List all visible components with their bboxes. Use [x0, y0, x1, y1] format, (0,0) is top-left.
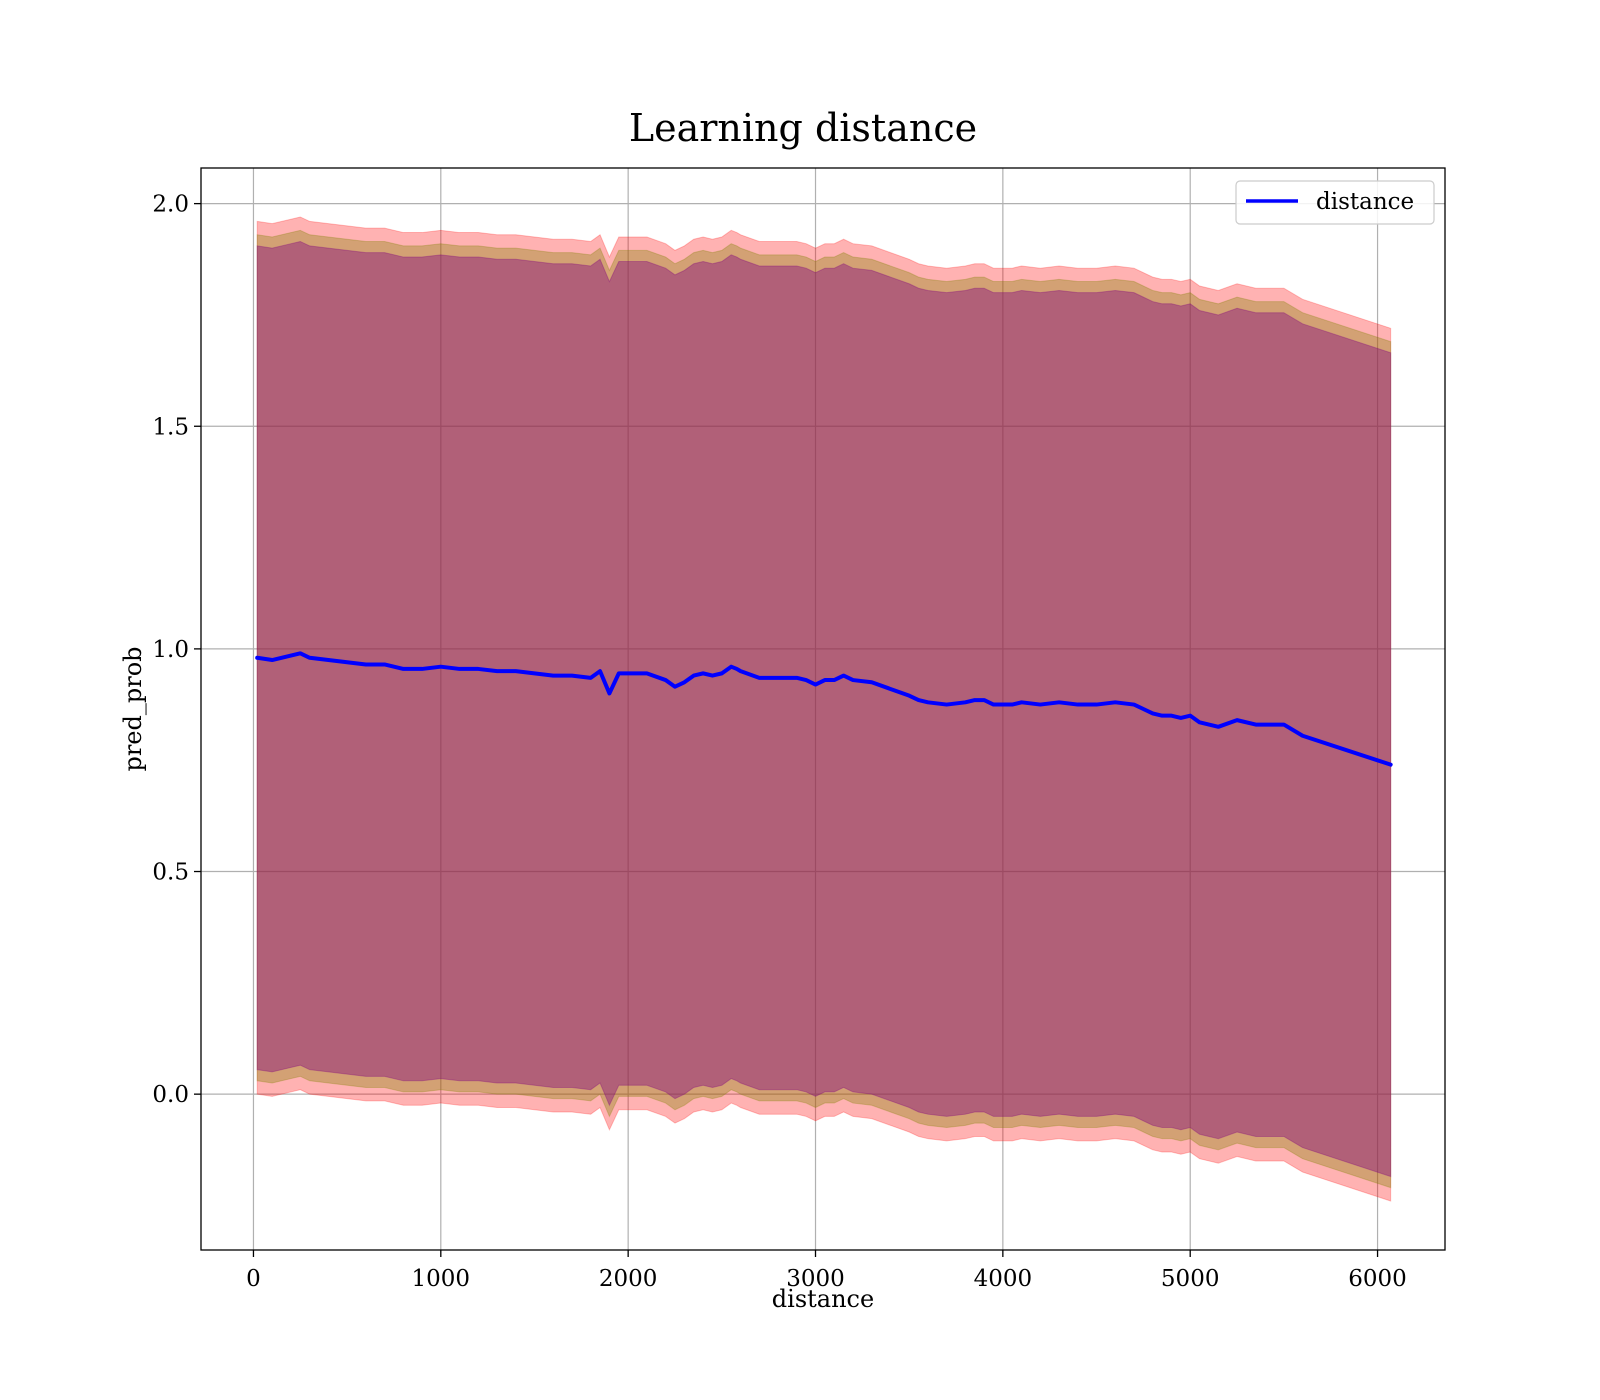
x-tick-label: 4000	[974, 1266, 1033, 1292]
legend-label-distance: distance	[1316, 189, 1414, 215]
series-lines	[255, 651, 1393, 767]
y-tick-label: 2.0	[152, 192, 189, 218]
y-tick-label: 0.0	[152, 1082, 189, 1108]
legend: distance	[1235, 180, 1435, 225]
grid-lines	[201, 168, 1445, 1250]
legend-box	[1235, 180, 1435, 225]
x-tick-label: 2000	[599, 1266, 658, 1292]
band-middle-band	[256, 229, 1392, 1189]
y-tick-label: 1.5	[152, 414, 189, 440]
series-line-distance	[255, 651, 1393, 767]
x-tick-label: 3000	[786, 1266, 845, 1292]
plot-frame	[200, 167, 1446, 1251]
x-tick-label: 1000	[412, 1266, 471, 1292]
x-tick-label: 5000	[1161, 1266, 1220, 1292]
x-axis-ticks: 0 1000 2000 3000 4000 5000 6000	[246, 1250, 1407, 1292]
y-axis-label: pred_prob	[119, 646, 147, 771]
chart-title: Learning distance	[629, 106, 977, 150]
x-tick-label: 6000	[1348, 1266, 1407, 1292]
y-tick-label: 0.5	[152, 860, 189, 886]
band-inner-band	[256, 240, 1392, 1178]
y-tick-label: 1.0	[152, 637, 189, 663]
x-tick-label: 0	[246, 1266, 261, 1292]
confidence-bands	[256, 216, 1392, 1202]
y-axis-ticks: 0.0 0.5 1.0 1.5 2.0	[152, 192, 201, 1108]
x-axis-label: distance	[772, 1285, 874, 1313]
band-outer-band	[256, 216, 1392, 1202]
